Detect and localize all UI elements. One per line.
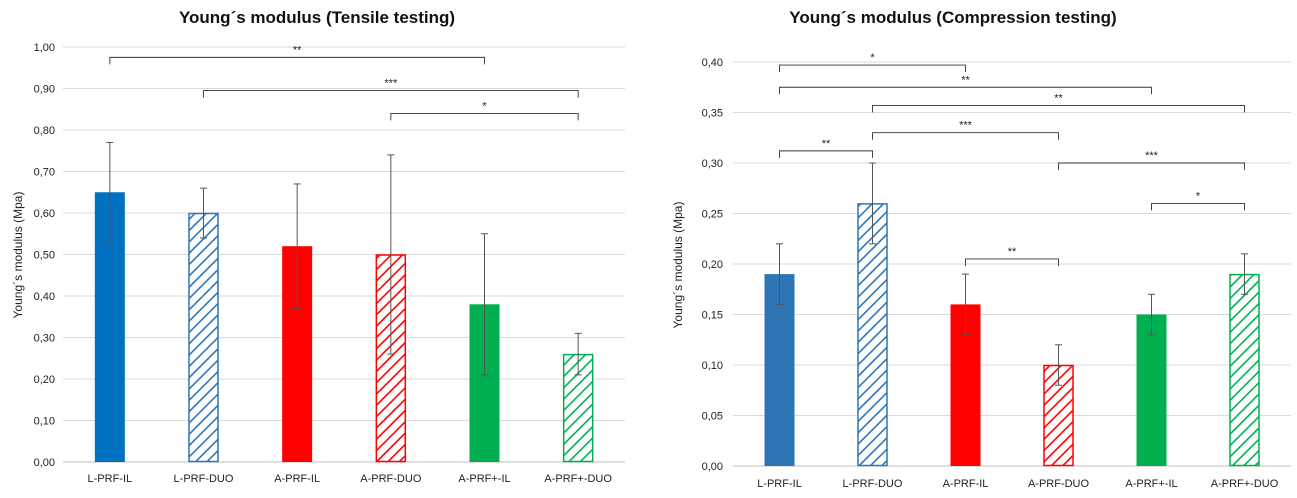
- x-category-label-tensile: L-PRF-IL: [88, 473, 133, 485]
- significance-label-compression: **: [1008, 246, 1017, 258]
- x-category-label-compression: L-PRF-DUO: [843, 478, 903, 490]
- y-tick-label-tensile: 0,10: [34, 416, 55, 428]
- y-axis-label-compression: Young´s modulus (Mpa): [671, 202, 685, 329]
- x-category-label-compression: L-PRF-IL: [757, 478, 802, 490]
- significance-label-compression: ***: [959, 120, 973, 132]
- y-tick-label-compression: 0,30: [702, 158, 723, 170]
- y-tick-label-tensile: 0,60: [34, 208, 55, 220]
- bar-compression-l-prf-duo: [857, 203, 888, 467]
- significance-label-compression: **: [1054, 92, 1063, 104]
- significance-bracket-compression: [1151, 202, 1245, 211]
- significance-bracket-compression: [872, 132, 1059, 140]
- plot-area-tensile: 0,00 0,10 0,20 0,30 0,40 0,50 0,60 0,70 0,80 0,90…: [34, 42, 625, 485]
- y-tick-label-tensile: 0,50: [34, 250, 55, 262]
- x-category-label-compression: A-PRF-DUO: [1028, 478, 1090, 490]
- y-tick-label-tensile: 0,30: [34, 333, 55, 345]
- y-tick-label-compression: 0,05: [702, 411, 723, 423]
- significance-bracket-tensile: [109, 56, 485, 65]
- significance-bracket-compression: [779, 64, 966, 73]
- y-tick-label-tensile: 0,70: [34, 167, 55, 179]
- chart-title-compression: Young´s modulus (Compression testing): [789, 8, 1116, 27]
- x-category-label-compression: A-PRF+-DUO: [1211, 478, 1279, 490]
- x-category-label-compression: A-PRF+-IL: [1125, 478, 1177, 490]
- significance-label-tensile: **: [293, 44, 302, 56]
- significance-bracket-compression: [1058, 162, 1245, 170]
- plot-area-compression: 0,00 0,05 0,10 0,15 0,20 0,25 0,30 0,35 0,40 L-PR…: [702, 52, 1291, 490]
- y-tick-label-compression: 0,15: [702, 310, 723, 322]
- significance-bracket-compression: [965, 258, 1059, 266]
- y-tick-label-tensile: 0,40: [34, 291, 55, 303]
- significance-label-compression: *: [870, 52, 875, 64]
- significance-bracket-tensile: [203, 90, 579, 98]
- chart-title-tensile: Young´s modulus (Tensile testing): [179, 8, 455, 27]
- bar-compression-l-prf-il: [764, 274, 795, 466]
- y-tick-label-compression: 0,20: [702, 259, 723, 271]
- y-tick-label-tensile: 0,80: [34, 125, 55, 137]
- y-axis-label-tensile: Young´s modulus (Mpa): [11, 192, 25, 319]
- y-tick-label-compression: 0,00: [702, 461, 723, 473]
- y-tick-label-compression: 0,10: [702, 360, 723, 372]
- significance-bracket-compression: [779, 150, 873, 158]
- significance-label-tensile: *: [482, 100, 487, 112]
- x-category-label-tensile: A-PRF+-DUO: [544, 473, 612, 485]
- significance-label-compression: **: [961, 74, 970, 86]
- significance-bracket-compression: [872, 104, 1245, 113]
- y-tick-label-tensile: 0,90: [34, 84, 55, 96]
- significance-label-compression: ***: [1145, 150, 1159, 162]
- bar-tensile-l-prf-duo: [188, 212, 219, 463]
- x-category-label-tensile: A-PRF-IL: [274, 473, 320, 485]
- x-category-label-tensile: A-PRF+-IL: [458, 473, 510, 485]
- significance-bracket-tensile: [390, 112, 579, 121]
- bar-compression-a-prf-duo: [1229, 273, 1260, 467]
- y-tick-label-compression: 0,25: [702, 209, 723, 221]
- significance-label-compression: **: [822, 138, 831, 150]
- x-category-label-tensile: L-PRF-DUO: [174, 473, 234, 485]
- x-category-label-tensile: A-PRF-DUO: [360, 473, 422, 485]
- bar-compression-a-prf-il: [1136, 314, 1167, 466]
- y-tick-label-tensile: 0,20: [34, 374, 55, 386]
- y-tick-label-tensile: 0,00: [34, 457, 55, 469]
- x-category-label-compression: A-PRF-IL: [943, 478, 989, 490]
- significance-label-tensile: ***: [384, 78, 398, 90]
- y-tick-label-compression: 0,40: [702, 57, 723, 69]
- significance-label-compression: *: [1196, 190, 1201, 202]
- y-tick-label-compression: 0,35: [702, 108, 723, 120]
- y-tick-label-tensile: 1,00: [34, 42, 55, 54]
- significance-bracket-compression: [779, 86, 1152, 95]
